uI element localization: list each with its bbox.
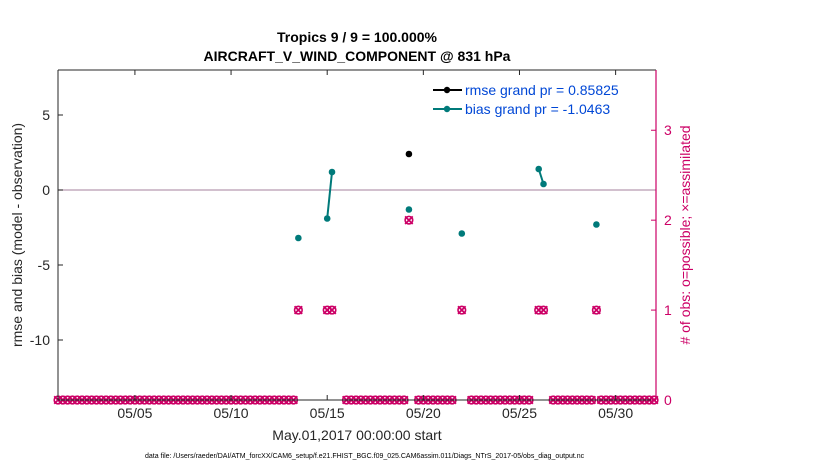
y-tick-label-left: 5 <box>42 107 50 123</box>
legend-bias-marker <box>443 105 451 113</box>
tick-layer: 05/05 05/10 05/15 05/20 05/25 05/30 5 0 -5 -10 3 2 1… <box>30 70 672 421</box>
series-layer <box>295 150 600 242</box>
y-tick-label-right: 0 <box>664 392 672 408</box>
legend-bias-label: bias grand pr = -1.0463 <box>465 101 610 117</box>
y-axis-label-left: rmse and bias (model - observation) <box>9 123 25 347</box>
obs-assimilated-marker <box>539 305 548 315</box>
bias-point <box>328 168 336 176</box>
plot-area <box>58 70 656 400</box>
x-axis-label: May.01,2017 00:00:00 start <box>272 427 442 443</box>
x-tick-label: 05/15 <box>310 405 345 421</box>
legend-rmse-marker <box>443 86 451 94</box>
chart-title-line1: Tropics 9 / 9 = 100.000% <box>277 29 437 45</box>
obs-possible-marker <box>404 215 414 225</box>
y-tick-label-right: 3 <box>664 122 672 138</box>
obs-assimilated-marker <box>293 305 303 315</box>
data-file-footnote: data file: /Users/raeder/DAI/ATM_forcXX/… <box>145 453 585 460</box>
y-tick-label-right: 1 <box>664 302 672 318</box>
y-axis-label-right: # of obs: o=possible; ×=assimilated <box>677 125 693 344</box>
bias-point <box>593 221 600 228</box>
chart-title-line2: AIRCRAFT_V_WIND_COMPONENT @ 831 hPa <box>204 48 511 64</box>
obs-assimilated-marker <box>404 215 414 225</box>
x-tick-label: 05/20 <box>406 405 441 421</box>
x-tick-label: 05/05 <box>117 405 152 421</box>
x-tick-label: 05/10 <box>214 405 249 421</box>
bias-point <box>540 180 547 188</box>
y-tick-label-left: -5 <box>38 257 51 273</box>
bias-point <box>323 215 331 222</box>
legend: rmse grand pr = 0.85825 bias grand pr = … <box>433 82 619 117</box>
bias-point <box>295 234 302 242</box>
obs-possible-marker <box>293 305 303 315</box>
x-tick-label: 05/25 <box>502 405 537 421</box>
obs-assimilated-marker <box>457 305 467 315</box>
obs-possible-marker <box>327 305 337 315</box>
obs-possible-marker <box>538 305 549 315</box>
obs-assimilated-marker <box>591 305 601 315</box>
obs-possible-marker <box>591 305 601 315</box>
bias-line <box>326 171 333 219</box>
x-tick-label: 05/30 <box>598 405 633 421</box>
obs-possible-marker <box>457 305 467 315</box>
y-tick-label-right: 2 <box>664 212 672 228</box>
obs-assimilated-marker <box>327 305 337 315</box>
bias-point <box>405 206 413 213</box>
legend-rmse-label: rmse grand pr = 0.85825 <box>465 82 619 98</box>
bias-point <box>458 230 466 237</box>
y-tick-label-left: 0 <box>42 182 50 198</box>
rmse-point <box>405 150 413 158</box>
bias-point <box>535 165 543 173</box>
y-tick-label-left: -10 <box>30 332 50 348</box>
